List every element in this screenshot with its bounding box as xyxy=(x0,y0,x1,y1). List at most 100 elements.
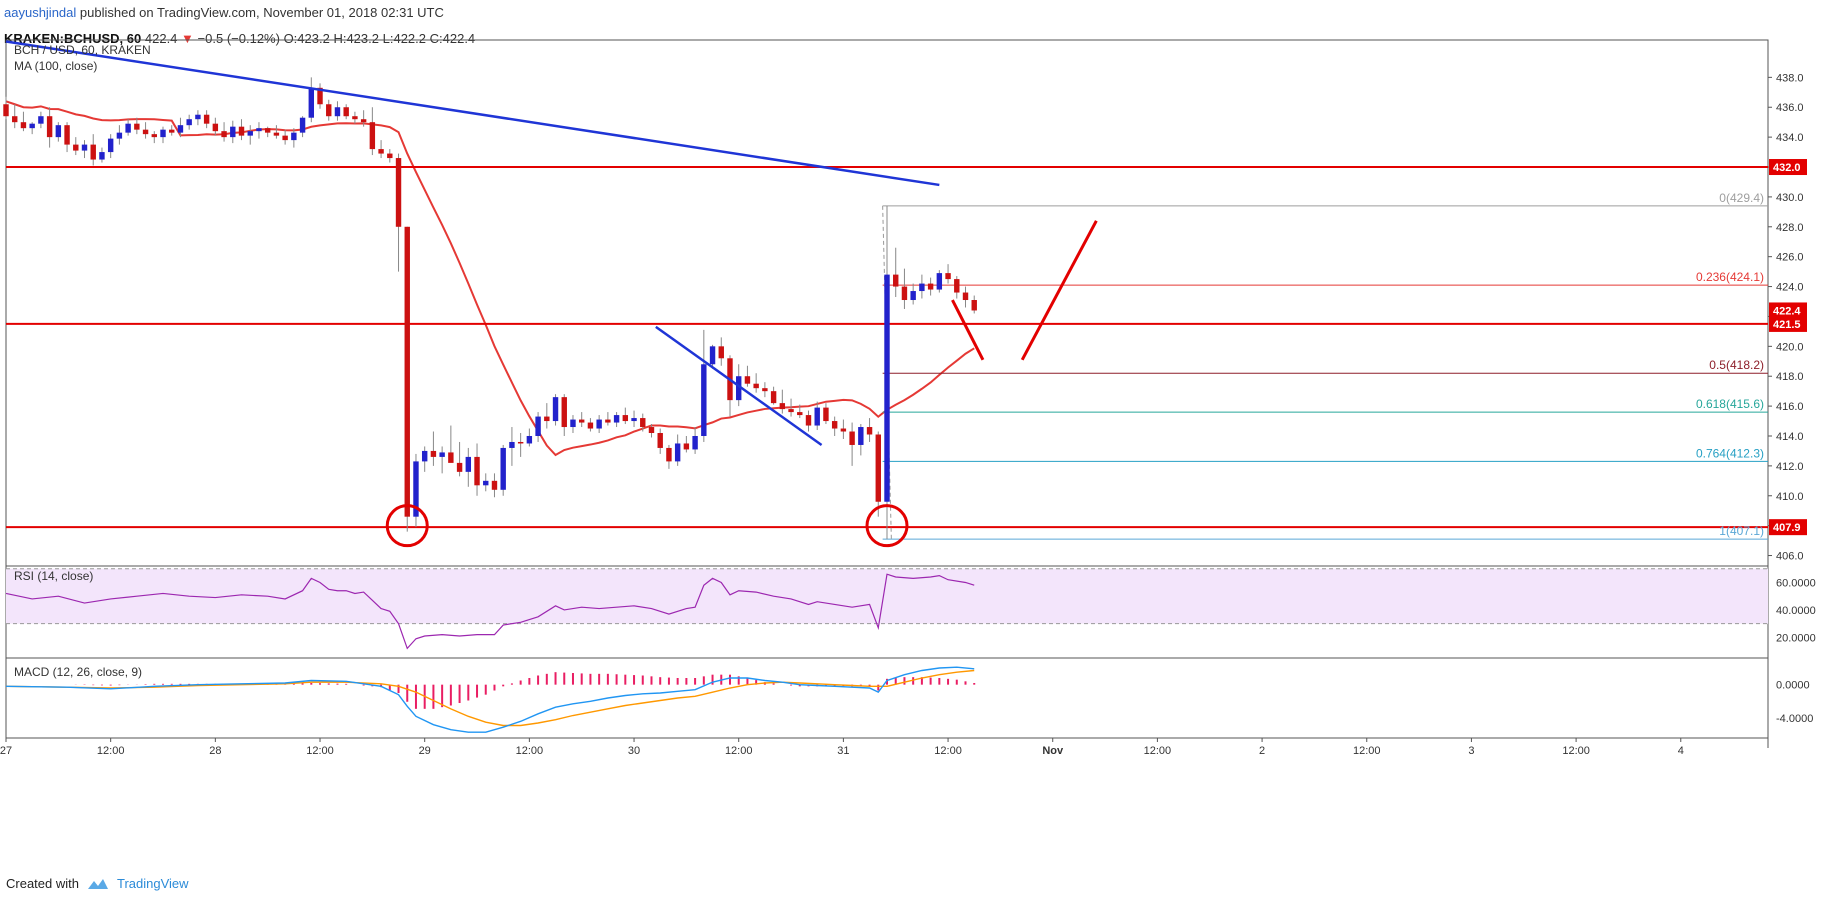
price-tick-label: 438.0 xyxy=(1776,72,1804,84)
candle-body xyxy=(343,107,349,117)
price-tick-label: 420.0 xyxy=(1776,341,1804,353)
trendline-0 xyxy=(5,40,940,187)
candle-body xyxy=(334,107,341,117)
price-tick-label: 430.0 xyxy=(1776,192,1804,204)
macd-tick-label: 0.0000 xyxy=(1776,680,1810,692)
tradingview-logo-icon xyxy=(87,879,108,889)
candle-body xyxy=(378,149,384,154)
candle-body xyxy=(282,135,288,141)
candle-body xyxy=(317,87,323,105)
candle-body xyxy=(744,376,751,384)
candle-body xyxy=(352,116,358,120)
candle-body xyxy=(38,116,44,124)
candle-body xyxy=(509,441,515,448)
candle-body xyxy=(666,447,672,462)
tradingview-brand[interactable]: TradingView xyxy=(116,876,189,891)
candle-body xyxy=(875,434,881,502)
fib-level-label: 0.764(412.3) xyxy=(1696,446,1764,460)
candle-body xyxy=(46,116,53,138)
candle-body xyxy=(570,419,576,428)
symbol-label: KRAKEN:BCHUSD, 60 xyxy=(4,31,142,46)
candle-body xyxy=(596,419,602,429)
candle-body xyxy=(657,433,663,448)
candle-body xyxy=(709,346,716,365)
fib-level-label: 0.5(418.2) xyxy=(1709,358,1764,372)
trendline-1 xyxy=(655,325,823,446)
time-tick-label: 12:00 xyxy=(516,745,544,757)
candle-body xyxy=(134,123,140,130)
candle-body xyxy=(247,131,253,136)
candle-body xyxy=(858,427,864,445)
candle-body xyxy=(81,144,88,151)
time-tick-label: 27 xyxy=(0,745,12,757)
price-tick-label: 416.0 xyxy=(1776,401,1804,413)
candle-body xyxy=(884,274,890,502)
created-with-text: Created with xyxy=(6,876,79,891)
candle-body xyxy=(613,415,620,423)
candle-body xyxy=(805,415,812,426)
candle-body xyxy=(954,279,960,293)
candle-body xyxy=(491,480,498,490)
ohlc-high: H:423.2 xyxy=(333,31,379,46)
price-tick-label: 436.0 xyxy=(1776,102,1804,114)
candle-body xyxy=(587,422,594,429)
candle-body xyxy=(264,128,271,133)
macd-tick-label: -4.0000 xyxy=(1776,713,1813,725)
candle-body xyxy=(840,428,847,432)
candle-body xyxy=(927,283,934,290)
candle-body xyxy=(622,415,629,422)
candle-body xyxy=(465,456,472,472)
price-change: −0.5 (−0.12%) xyxy=(197,31,280,46)
candle-body xyxy=(413,461,419,517)
candle-body xyxy=(500,447,506,490)
time-tick-label: 30 xyxy=(628,745,640,757)
candle-body xyxy=(962,292,969,301)
down-arrow-icon: ▼ xyxy=(181,31,194,46)
candle-body xyxy=(360,119,367,123)
candle-body xyxy=(753,383,759,389)
candle-body xyxy=(177,125,184,133)
candle-body xyxy=(308,87,315,118)
candle-body xyxy=(919,283,925,292)
last-price: 422.4 xyxy=(144,31,178,46)
candle-body xyxy=(814,407,820,426)
candle-body xyxy=(29,123,35,129)
candle-body xyxy=(369,122,376,150)
time-tick-label: 12:00 xyxy=(1353,745,1381,757)
candle-body xyxy=(439,452,445,457)
time-tick-label: 12:00 xyxy=(725,745,753,757)
time-tick-label: 12:00 xyxy=(1562,745,1590,757)
candle-body xyxy=(640,418,646,428)
candle-body xyxy=(299,117,306,133)
rsi-line xyxy=(5,573,975,650)
candle-body xyxy=(3,104,9,117)
candle-body xyxy=(945,273,951,280)
time-tick-label: 12:00 xyxy=(306,745,334,757)
time-tick-label: 3 xyxy=(1468,745,1474,757)
candle-body xyxy=(483,480,489,486)
ohlc-low: L:422.2 xyxy=(382,31,426,46)
candle-body xyxy=(20,122,27,129)
candle-body xyxy=(291,132,297,141)
projection-arrow-1 xyxy=(1020,220,1098,361)
macd-legend-label: MACD (12, 26, close, 9) xyxy=(14,665,142,679)
candle-body xyxy=(736,376,742,401)
candle-body xyxy=(12,116,18,123)
price-tick-label: 434.0 xyxy=(1776,132,1804,144)
candle-body xyxy=(456,462,463,472)
price-tick-label: 426.0 xyxy=(1776,252,1804,264)
candle-body xyxy=(605,419,611,423)
author-link[interactable]: aayushjindal xyxy=(4,5,77,20)
level-badge xyxy=(1769,315,1807,332)
candle-body xyxy=(674,443,681,462)
candle-body xyxy=(73,144,79,151)
price-tick-label: 410.0 xyxy=(1776,491,1804,503)
ohlc-close: C:422.4 xyxy=(429,31,476,46)
candle-body xyxy=(256,128,262,132)
level-badge xyxy=(1769,519,1807,536)
candle-body xyxy=(99,152,105,160)
current-price-label: 422.4 xyxy=(1773,305,1801,317)
candle-body xyxy=(971,300,977,311)
footer: Created with TradingView xyxy=(6,872,189,896)
